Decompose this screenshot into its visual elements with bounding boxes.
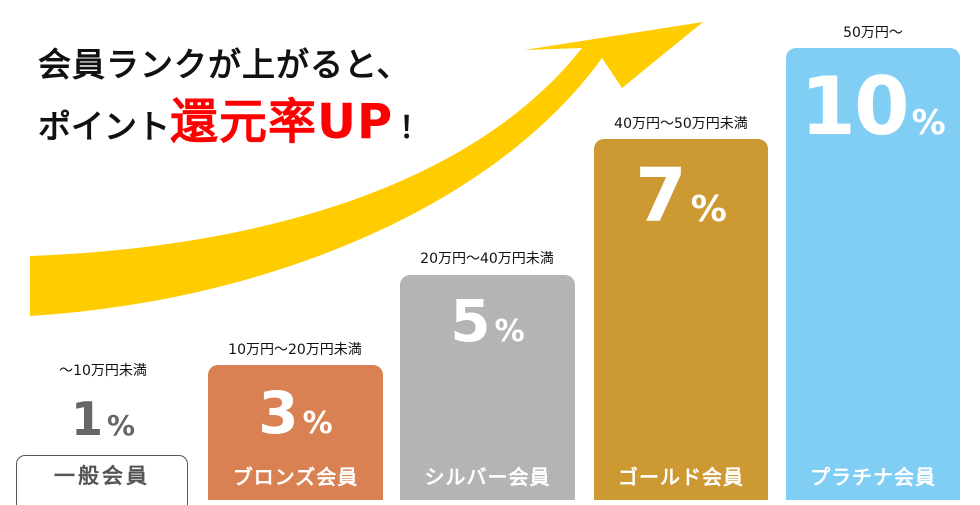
rank-name-silver: シルバー会員 [424,465,551,489]
range-silver: 20万円〜40万円未満 [420,251,554,267]
rate-unit: % [494,314,525,349]
range-platinum: 50万円〜 [843,25,903,41]
range-gold: 40万円〜50万円未満 [614,116,748,132]
headline-prefix: ポイント [38,107,170,146]
rate-value: 3 [258,379,299,447]
rate-silver: 5% [400,287,575,355]
rate-value: 7 [635,153,687,239]
rank-name-gold: ゴールド会員 [618,465,744,489]
bar-silver: 5% シルバー会員 [400,275,575,500]
bar-platinum: 10% プラチナ会員 [786,48,960,500]
bar-bronze: 3% ブロンズ会員 [208,365,383,500]
bar-gold: 7% ゴールド会員 [594,139,768,500]
rate-value: 5 [450,287,491,355]
rank-name-platinum: プラチナ会員 [810,465,936,489]
headline: 会員ランクが上がると、 ポイント還元率UP！ [38,42,429,159]
rate-general: 1% [16,392,190,446]
rate-unit: % [911,103,946,143]
headline-highlight: 還元率UP [170,94,394,150]
rate-unit: % [106,409,136,442]
rate-gold: 7% [594,153,768,239]
rate-unit: % [690,189,727,230]
range-bronze: 10万円〜20万円未満 [228,342,362,358]
rank-name-bronze: ブロンズ会員 [232,465,359,489]
rate-platinum: 10% [786,60,960,153]
headline-line2: ポイント還元率UP！ [38,92,429,159]
rate-unit: % [302,406,333,441]
headline-exclamation: ！ [399,111,430,146]
rate-value: 1 [70,392,103,446]
rate-bronze: 3% [208,379,383,447]
rate-value: 10 [800,60,909,153]
headline-line1: 会員ランクが上がると、 [38,45,411,84]
range-general: 〜10万円未満 [59,363,147,379]
rank-badge-general: 一般会員 [16,455,188,505]
